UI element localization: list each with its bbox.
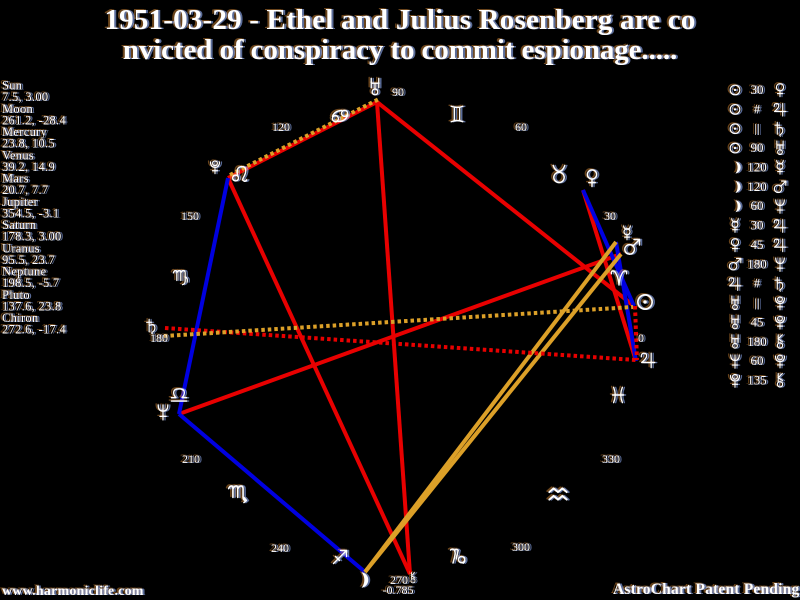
svg-text:45: 45 [751, 237, 764, 252]
svg-text:240: 240 [271, 541, 289, 555]
svg-text:354.5, -3.1: 354.5, -3.1 [2, 206, 59, 220]
svg-text:Neptune: Neptune [2, 265, 47, 279]
svg-text:90: 90 [751, 140, 764, 155]
svg-text:180: 180 [747, 334, 767, 349]
svg-text:||: || [754, 121, 759, 136]
svg-text:120: 120 [272, 120, 290, 134]
svg-text:Sun: Sun [2, 79, 23, 93]
svg-text:120: 120 [747, 160, 767, 175]
svg-text:198.5, -5.7: 198.5, -5.7 [2, 276, 59, 290]
svg-text:330: 330 [602, 452, 620, 466]
svg-text:60: 60 [751, 353, 764, 368]
svg-text:www.harmoniclife.com: www.harmoniclife.com [2, 584, 144, 599]
svg-text:23.8, 10.5: 23.8, 10.5 [2, 137, 55, 151]
svg-text:Chiron: Chiron [2, 311, 39, 325]
svg-text:135: 135 [747, 373, 767, 388]
svg-text:Jupiter: Jupiter [2, 195, 39, 209]
svg-text:Mercury: Mercury [2, 125, 48, 139]
svg-text:AstroChart Patent Pending: AstroChart Patent Pending [613, 581, 799, 598]
svg-text:137.6, 23.8: 137.6, 23.8 [2, 300, 62, 314]
svg-text:180: 180 [747, 256, 767, 271]
svg-text:261.2, -28.4: 261.2, -28.4 [2, 113, 66, 127]
svg-text:Venus: Venus [2, 148, 34, 162]
svg-text:Mars: Mars [2, 172, 29, 186]
svg-text:60: 60 [515, 120, 527, 134]
svg-text:180: 180 [150, 331, 168, 345]
svg-text:45: 45 [751, 314, 764, 329]
svg-text:150: 150 [181, 209, 199, 223]
svg-text:270: 270 [390, 573, 408, 587]
svg-text:||: || [754, 295, 759, 310]
svg-text:Saturn: Saturn [2, 218, 37, 232]
svg-text:210: 210 [182, 452, 200, 466]
svg-text:Pluto: Pluto [2, 288, 30, 302]
svg-text:272.6, -17.4: 272.6, -17.4 [2, 323, 66, 337]
svg-text:30: 30 [751, 82, 764, 97]
svg-text:20.7, 7.7: 20.7, 7.7 [2, 183, 48, 197]
svg-text:Moon: Moon [2, 102, 34, 116]
svg-text:#: # [754, 276, 761, 291]
svg-text:-0.785: -0.785 [383, 583, 414, 597]
svg-text:90: 90 [392, 85, 404, 99]
svg-text:39.2, 14.9: 39.2, 14.9 [2, 160, 55, 174]
svg-text:#: # [754, 101, 761, 116]
svg-text:120: 120 [747, 179, 767, 194]
svg-text:60: 60 [751, 198, 764, 213]
svg-text:7.5, 3.00: 7.5, 3.00 [2, 90, 48, 104]
svg-text:300: 300 [512, 540, 530, 554]
svg-text:178.3, 3.00: 178.3, 3.00 [2, 230, 62, 244]
svg-text:30: 30 [751, 218, 764, 233]
svg-text:nvicted of conspiracy to commi: nvicted of conspiracy to commit espionag… [123, 34, 677, 66]
svg-text:30: 30 [604, 209, 616, 223]
svg-text:1951-03-29 - Ethel and Julius: 1951-03-29 - Ethel and Julius Rosenberg … [104, 4, 695, 36]
svg-text:Uranus: Uranus [2, 241, 40, 255]
svg-text:0: 0 [638, 331, 644, 345]
svg-text:95.5, 23.7: 95.5, 23.7 [2, 253, 55, 267]
